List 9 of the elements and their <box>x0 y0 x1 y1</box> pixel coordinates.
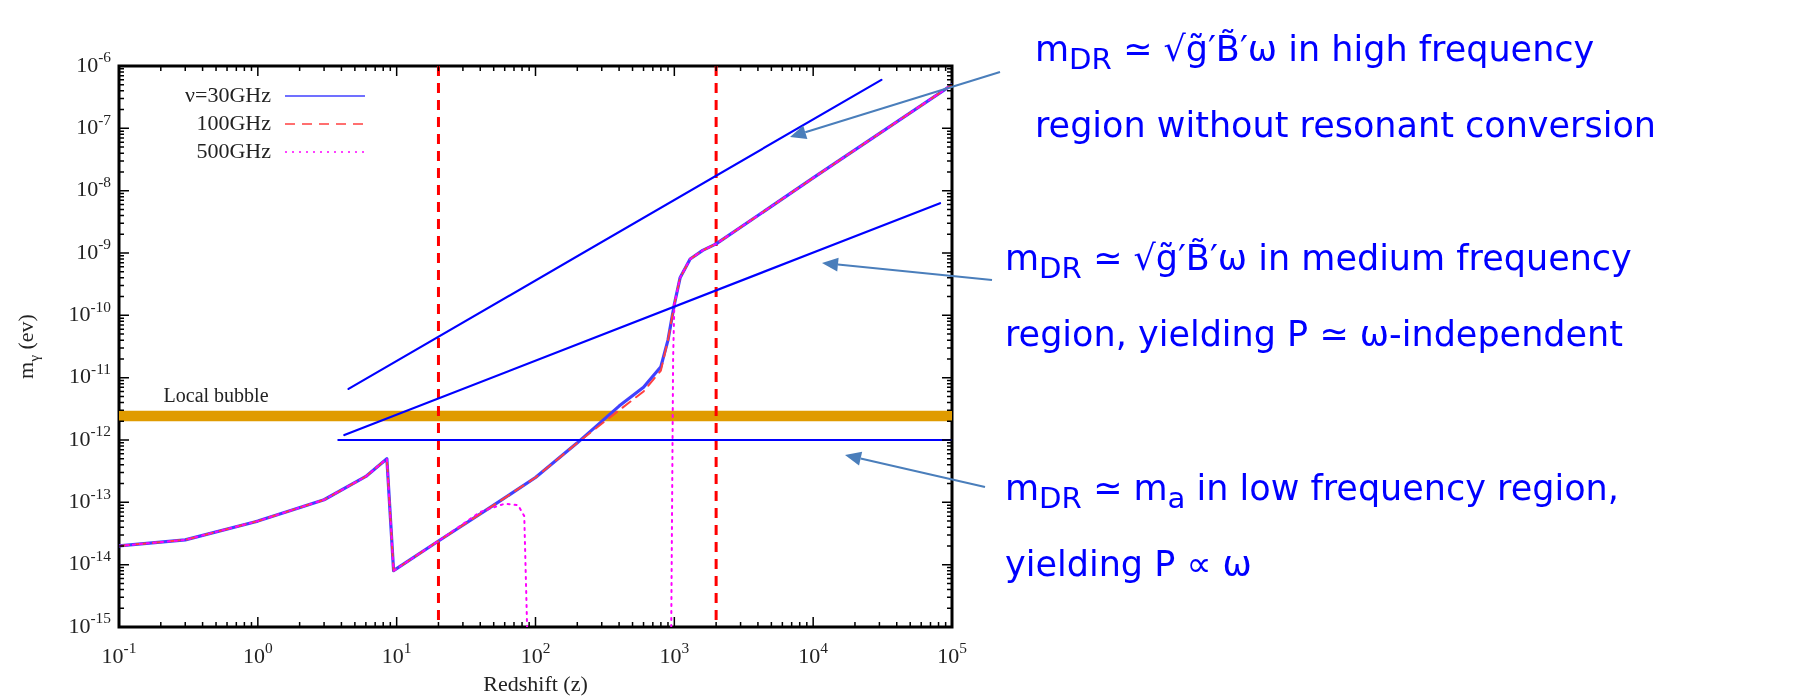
band-label: Local bubble <box>163 383 269 406</box>
x-axis-title: Redshift (z) <box>483 670 588 696</box>
legend-label: 500GHz <box>196 137 272 163</box>
legend-label: 100GHz <box>196 109 272 135</box>
text: m$_{DR}$ ≃ √g̃′B̃′ω in medium frequency region, yielding P ≃ ω-independent <box>1005 237 1633 356</box>
text: m$_{DR}$ ≃ m$_{a}$ in low frequency region, yielding P ∝ ω <box>1005 467 1620 586</box>
text: m$_{DR}$ ≃ √g̃′B̃′ω in high frequency region without resonant conversion <box>1035 28 1657 147</box>
legend-label: ν=30GHz <box>185 81 272 107</box>
y-axis-title: mγ (ev) <box>12 314 42 379</box>
